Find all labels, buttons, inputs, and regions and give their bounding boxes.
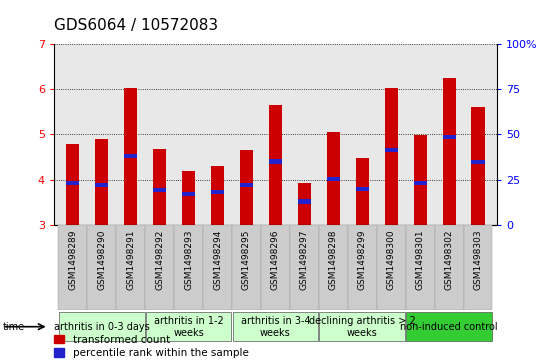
Bar (414, 181, 427, 185)
Text: GSM1498292: GSM1498292 (155, 229, 164, 290)
Bar (146, 312, 232, 341)
Bar (435, 225, 463, 310)
Text: GSM1498298: GSM1498298 (329, 229, 338, 290)
Text: GSM1498295: GSM1498295 (242, 229, 251, 290)
Bar (182, 171, 195, 225)
Text: GSM1498302: GSM1498302 (444, 229, 454, 290)
Bar (298, 199, 311, 204)
Text: GSM1498297: GSM1498297 (300, 229, 309, 290)
Bar (116, 225, 145, 310)
Bar (211, 166, 224, 225)
Text: GSM1498296: GSM1498296 (271, 229, 280, 290)
Bar (269, 105, 282, 225)
Bar (240, 150, 253, 225)
Bar (471, 107, 484, 225)
Bar (414, 135, 427, 225)
Legend: transformed count, percentile rank within the sample: transformed count, percentile rank withi… (54, 335, 248, 358)
Bar (182, 192, 195, 196)
Text: GSM1498301: GSM1498301 (416, 229, 424, 290)
Bar (463, 225, 492, 310)
Bar (153, 149, 166, 225)
Bar (58, 225, 87, 310)
Bar (319, 225, 348, 310)
Bar (59, 312, 145, 341)
Bar (327, 132, 340, 225)
Bar (95, 183, 108, 187)
Text: GSM1498300: GSM1498300 (387, 229, 396, 290)
Bar (406, 312, 492, 341)
Bar (384, 148, 397, 152)
Text: arthritis in 0-3 days: arthritis in 0-3 days (54, 322, 150, 332)
Bar (145, 225, 174, 310)
Text: GDS6064 / 10572083: GDS6064 / 10572083 (54, 18, 218, 33)
Text: time: time (3, 322, 25, 332)
Bar (443, 78, 456, 225)
Text: non-induced control: non-induced control (400, 322, 498, 332)
Bar (66, 144, 79, 225)
Text: GSM1498290: GSM1498290 (97, 229, 106, 290)
Bar (327, 177, 340, 181)
Bar (240, 183, 253, 187)
Bar (443, 135, 456, 139)
Bar (348, 225, 377, 310)
Bar (233, 312, 318, 341)
Bar (211, 190, 224, 195)
Bar (356, 158, 369, 225)
Bar (384, 88, 397, 225)
Bar (153, 188, 166, 192)
Bar (261, 225, 290, 310)
Text: GSM1498291: GSM1498291 (126, 229, 135, 290)
Bar (87, 225, 116, 310)
Bar (356, 187, 369, 191)
Bar (174, 225, 203, 310)
Text: GSM1498303: GSM1498303 (474, 229, 482, 290)
Text: declining arthritis > 2
weeks: declining arthritis > 2 weeks (309, 316, 416, 338)
Bar (95, 139, 108, 225)
Text: arthritis in 1-2
weeks: arthritis in 1-2 weeks (154, 316, 224, 338)
Text: arthritis in 3-4
weeks: arthritis in 3-4 weeks (241, 316, 310, 338)
Bar (298, 183, 311, 225)
Text: GSM1498299: GSM1498299 (357, 229, 367, 290)
Text: GSM1498293: GSM1498293 (184, 229, 193, 290)
Bar (203, 225, 232, 310)
Bar (377, 225, 406, 310)
Text: GSM1498294: GSM1498294 (213, 229, 222, 290)
Bar (269, 159, 282, 164)
Text: GSM1498289: GSM1498289 (69, 229, 77, 290)
Bar (124, 154, 137, 158)
Bar (319, 312, 405, 341)
Bar (66, 181, 79, 185)
Bar (406, 225, 435, 310)
Bar (124, 88, 137, 225)
Bar (232, 225, 261, 310)
Bar (471, 160, 484, 164)
Bar (290, 225, 319, 310)
